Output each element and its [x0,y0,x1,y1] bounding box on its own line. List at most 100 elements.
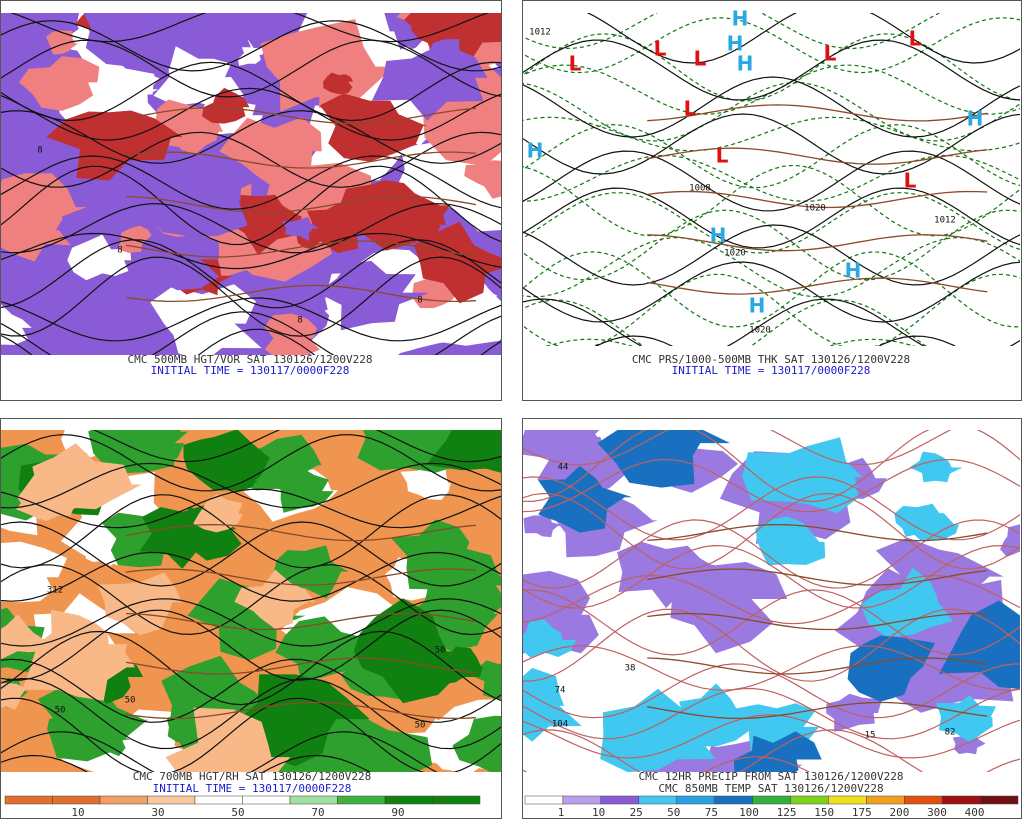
field-area [310,31,355,69]
colorbar-label: 90 [391,806,404,819]
contour [523,476,1020,541]
contour [523,123,1020,189]
coastline [647,104,988,122]
field-area [390,519,490,590]
field-area [107,746,160,772]
map-label: 50 [55,706,66,716]
colorbar-label: 50 [231,806,244,819]
colorbar-swatch [194,795,243,805]
field-area [97,572,182,636]
colorbar-label: 75 [705,806,718,819]
field-area [317,260,430,331]
coastline [125,657,477,675]
contour [1,20,501,72]
field-area [523,430,607,470]
map-label: 82 [945,728,956,738]
map [523,430,1020,772]
colorbar-swatch [638,795,677,805]
contour [523,113,1020,175]
field-area [88,430,189,474]
colorbar-swatch [52,795,101,805]
field-area [46,30,79,55]
map-background [523,13,1020,346]
field-area [31,609,128,688]
colorbar-label: 70 [311,806,324,819]
coastline [125,568,477,586]
contour [523,191,1020,254]
colorbar-label: 30 [151,806,164,819]
contour [523,574,1020,625]
coastline [125,240,477,258]
colorbar-label: 10 [71,806,84,819]
map-label: 44 [558,463,569,473]
contour [523,224,1020,286]
contour [1,630,501,706]
field-area [144,168,248,237]
contour [523,645,1020,691]
field-area [1,541,68,603]
field-area [452,715,501,772]
contour [1,61,501,122]
contour [523,209,1020,281]
map-label: H [527,139,544,163]
contour [523,756,1020,772]
field-area [1000,524,1020,557]
contour [523,298,1020,346]
field-area [755,516,826,566]
map [1,430,501,772]
field-area [238,674,370,767]
contour [1,110,501,164]
contour [92,430,501,463]
contour [1,551,501,602]
contour [1,488,501,529]
contour [523,519,1020,589]
colorbar-swatch [600,795,640,805]
contour [1,754,371,772]
map-label: 50 [125,696,136,706]
map-label: L [654,37,667,61]
field-area [411,16,466,51]
field-area [193,494,243,533]
colorbar-swatch [676,795,715,805]
coastline [647,701,988,720]
colorbar-label: 125 [777,806,797,819]
contour [1,131,501,188]
map-label: 50 [415,721,426,731]
colorbar-swatch [903,795,943,805]
map-label: 312 [47,586,63,596]
coastline [647,612,988,631]
contour [523,76,1020,138]
colorbar-swatch [790,795,829,805]
map-label: 74 [555,686,566,696]
coastline [647,147,988,165]
map-label: 1008 [689,184,711,194]
colorbar-label: 1 [558,806,565,819]
contour [1,328,501,355]
map-label: 1020 [804,204,826,214]
field-area [202,87,250,124]
contour [523,458,1020,513]
contour [1,658,501,723]
map-label: L [684,97,697,121]
field-area [1,614,49,659]
contour [545,338,916,346]
map-label: L [909,27,922,51]
field-area [894,503,942,537]
coastline [125,701,477,720]
contour [1,462,501,509]
map-label: L [694,47,707,71]
contour [523,116,1020,152]
field-area [215,33,251,61]
colorbar-label: 10 [592,806,605,819]
field-area [319,93,427,162]
caption: CMC 700MB HGT/RH SAT 130126/1200V228 [133,770,371,783]
contour [1,731,438,772]
colorbar-label: 25 [630,806,643,819]
colorbar-label: 150 [814,806,834,819]
field-area [597,430,731,488]
contour [1,155,501,210]
subcaption: CMC 850MB TEMP SAT 130126/1200V228 [658,782,883,795]
contour [523,729,924,772]
map-label: 15 [865,731,876,741]
field-area [67,234,132,281]
